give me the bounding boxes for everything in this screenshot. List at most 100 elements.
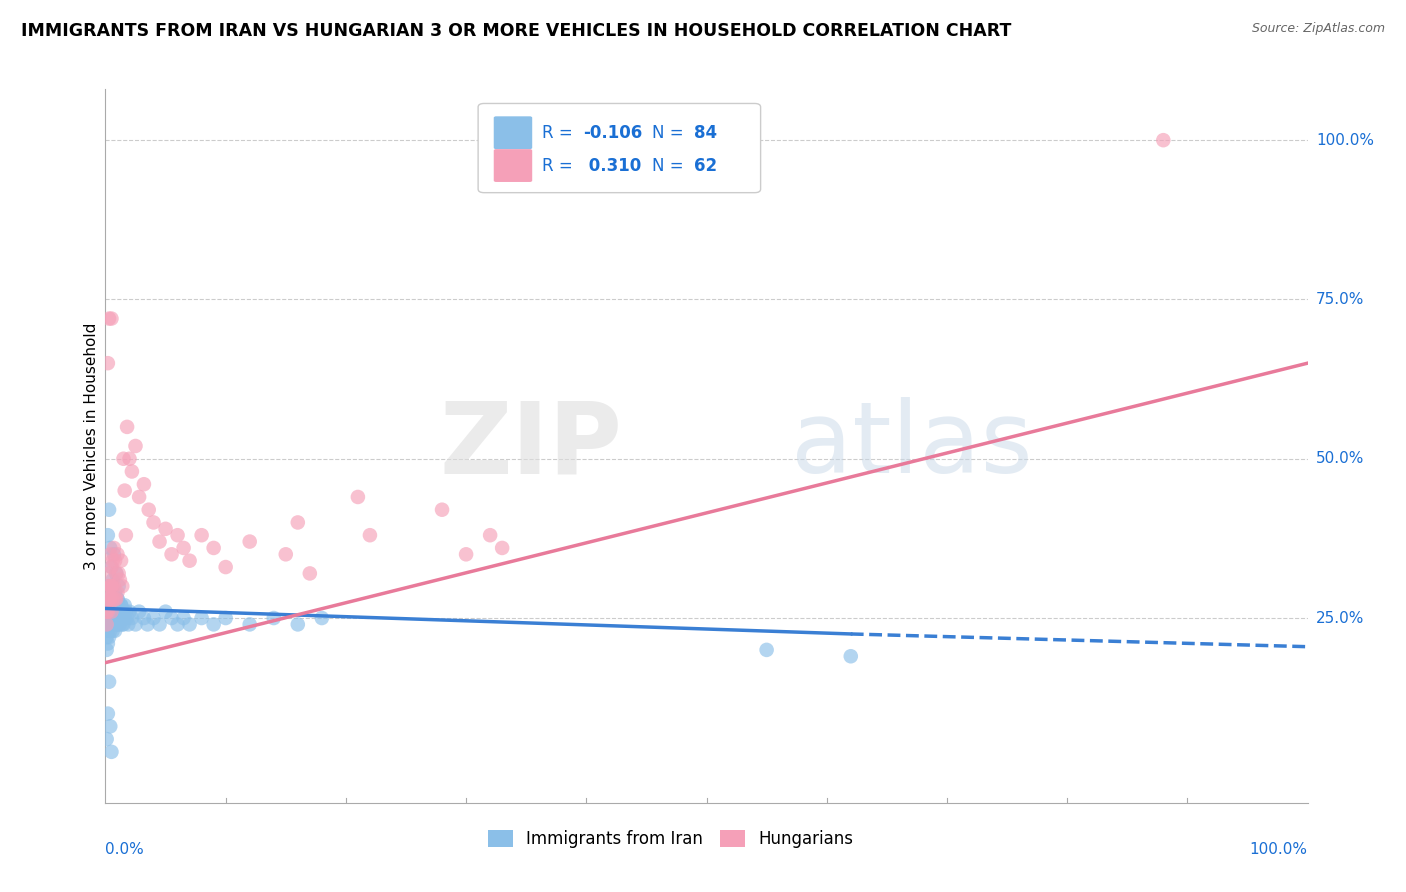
Point	[287, 617, 309, 632]
Point	[100, 617, 122, 632]
Point	[100, 605, 122, 619]
Point	[114, 611, 136, 625]
Point	[142, 611, 165, 625]
Point	[347, 490, 370, 504]
Text: IMMIGRANTS FROM IRAN VS HUNGARIAN 3 OR MORE VEHICLES IN HOUSEHOLD CORRELATION CH: IMMIGRANTS FROM IRAN VS HUNGARIAN 3 OR M…	[21, 22, 1011, 40]
Point	[97, 528, 120, 542]
Point	[97, 579, 120, 593]
Point	[98, 547, 121, 561]
Text: atlas: atlas	[790, 398, 1032, 494]
Point	[311, 611, 333, 625]
Point	[107, 605, 129, 619]
Point	[98, 605, 121, 619]
Text: ZIP: ZIP	[440, 398, 623, 494]
Point	[114, 599, 136, 613]
Point	[111, 579, 134, 593]
FancyBboxPatch shape	[494, 116, 533, 149]
Point	[274, 547, 297, 561]
Point	[97, 624, 120, 638]
Text: N =: N =	[652, 124, 689, 142]
Point	[117, 617, 139, 632]
Text: 50.0%: 50.0%	[1316, 451, 1364, 467]
FancyBboxPatch shape	[478, 103, 761, 193]
Point	[115, 528, 138, 542]
Point	[98, 719, 121, 733]
Point	[118, 605, 141, 619]
Point	[190, 528, 212, 542]
Point	[839, 649, 862, 664]
Point	[105, 591, 128, 606]
Point	[112, 451, 135, 466]
Point	[98, 624, 121, 638]
Point	[97, 611, 120, 625]
Point	[121, 465, 143, 479]
Point	[105, 566, 128, 581]
Text: 62: 62	[695, 157, 717, 175]
Point	[110, 554, 132, 568]
Point	[298, 566, 321, 581]
Point	[100, 579, 122, 593]
Point	[110, 599, 132, 613]
Point	[107, 591, 129, 606]
Point	[100, 560, 122, 574]
Text: R =: R =	[541, 124, 578, 142]
Point	[97, 706, 120, 721]
Point	[202, 541, 225, 555]
Point	[96, 643, 118, 657]
Point	[97, 636, 120, 650]
Point	[359, 528, 381, 542]
Point	[104, 585, 127, 599]
Text: -0.106: -0.106	[582, 124, 643, 142]
Point	[104, 599, 127, 613]
Point	[98, 311, 121, 326]
Point	[103, 617, 125, 632]
Point	[148, 617, 170, 632]
Point	[97, 356, 120, 370]
Text: Source: ZipAtlas.com: Source: ZipAtlas.com	[1251, 22, 1385, 36]
Point	[1152, 133, 1174, 147]
Point	[173, 611, 195, 625]
Point	[103, 547, 125, 561]
Y-axis label: 3 or more Vehicles in Household: 3 or more Vehicles in Household	[83, 322, 98, 570]
Point	[479, 528, 502, 542]
Point	[103, 541, 125, 555]
Point	[104, 554, 127, 568]
Point	[173, 541, 195, 555]
Point	[101, 573, 124, 587]
Point	[107, 599, 129, 613]
Point	[98, 611, 121, 625]
Text: 0.310: 0.310	[582, 157, 641, 175]
Point	[190, 611, 212, 625]
Point	[132, 611, 155, 625]
Point	[132, 477, 155, 491]
Point	[148, 534, 170, 549]
Point	[114, 483, 136, 498]
Point	[96, 630, 118, 644]
Point	[98, 599, 121, 613]
Point	[100, 560, 122, 574]
Point	[107, 585, 129, 599]
Point	[214, 560, 236, 574]
Point	[105, 605, 128, 619]
Point	[100, 591, 122, 606]
Point	[124, 617, 146, 632]
Point	[108, 617, 131, 632]
Point	[103, 591, 125, 606]
Point	[98, 591, 121, 606]
Point	[155, 605, 177, 619]
Point	[111, 617, 134, 632]
Point	[179, 554, 201, 568]
Point	[115, 611, 138, 625]
Point	[100, 745, 122, 759]
Point	[155, 522, 177, 536]
Point	[96, 605, 118, 619]
Point	[104, 624, 127, 638]
Point	[179, 617, 201, 632]
Point	[103, 579, 125, 593]
Point	[98, 630, 121, 644]
Point	[100, 605, 122, 619]
Point	[755, 643, 778, 657]
Point	[107, 566, 129, 581]
Text: R =: R =	[541, 157, 578, 175]
Point	[105, 566, 128, 581]
